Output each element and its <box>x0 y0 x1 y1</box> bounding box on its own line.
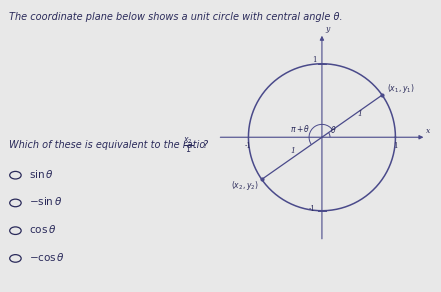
Text: $\theta$: $\theta$ <box>330 124 337 135</box>
Text: The coordinate plane below shows a unit circle with central angle θ.: The coordinate plane below shows a unit … <box>9 12 343 22</box>
Text: $-\mathrm{sin}\,\theta$: $-\mathrm{sin}\,\theta$ <box>29 195 62 208</box>
Text: $\frac{x_2}{1}$: $\frac{x_2}{1}$ <box>183 136 194 156</box>
Text: -1: -1 <box>308 205 315 213</box>
Text: ?: ? <box>203 140 208 150</box>
Text: $\pi+\theta$: $\pi+\theta$ <box>290 123 310 134</box>
Text: $(x_2, y_2)$: $(x_2, y_2)$ <box>231 179 259 192</box>
Text: 1: 1 <box>393 142 398 150</box>
Text: $(x_1, y_1)$: $(x_1, y_1)$ <box>387 82 414 95</box>
Text: 1: 1 <box>290 147 295 155</box>
Text: 1: 1 <box>312 55 317 64</box>
Text: x: x <box>426 127 430 135</box>
Text: 1: 1 <box>358 110 363 117</box>
Text: $\mathrm{sin}\,\theta$: $\mathrm{sin}\,\theta$ <box>29 168 53 180</box>
Text: y: y <box>325 25 329 33</box>
Text: $-\mathrm{cos}\,\theta$: $-\mathrm{cos}\,\theta$ <box>29 251 65 263</box>
Text: $\mathrm{cos}\,\theta$: $\mathrm{cos}\,\theta$ <box>29 223 56 235</box>
Text: -1: -1 <box>245 142 252 150</box>
Text: Which of these is equivalent to the ratio: Which of these is equivalent to the rati… <box>9 140 208 150</box>
